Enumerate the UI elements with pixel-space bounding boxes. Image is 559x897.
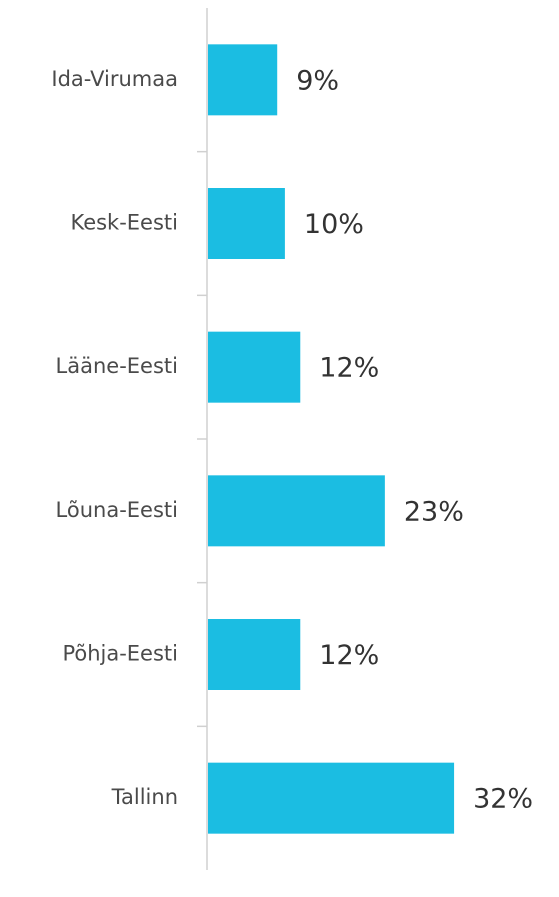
value-label: 32% bbox=[473, 784, 533, 815]
value-label: 23% bbox=[404, 496, 464, 527]
category-label: Tallinn bbox=[111, 785, 178, 809]
bar bbox=[208, 188, 285, 259]
bar bbox=[208, 762, 455, 834]
value-label: 10% bbox=[304, 209, 364, 240]
value-label: 9% bbox=[296, 65, 339, 96]
category-label: Põhja-Eesti bbox=[62, 642, 178, 666]
bar bbox=[208, 619, 301, 690]
value-label: 12% bbox=[319, 353, 379, 384]
bar bbox=[208, 331, 301, 403]
bar bbox=[208, 44, 278, 116]
category-label: Lääne-Eesti bbox=[56, 354, 178, 378]
category-label: Kesk-Eesti bbox=[70, 211, 178, 235]
value-label: 12% bbox=[319, 640, 379, 671]
category-label: Ida-Virumaa bbox=[51, 67, 178, 91]
category-label: Lõuna-Eesti bbox=[56, 498, 178, 522]
bar bbox=[208, 475, 385, 547]
